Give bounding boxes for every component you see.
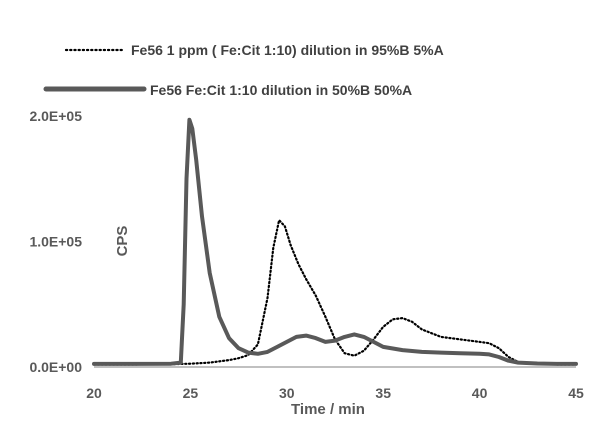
y-tick-label: 1.0E+05 [29,234,82,250]
axes [94,366,576,368]
x-tick-labels: 20 25 30 35 40 45 [86,385,584,401]
legend-label-series-2: Fe56 Fe:Cit 1:10 dilution in 50%B 50%A [150,82,412,98]
y-tick-label: 0.0E+00 [29,359,82,375]
y-axis-title: CPS [114,226,131,257]
x-tick-label: 30 [279,385,295,401]
x-axis-title: Time / min [291,401,365,418]
legend: Fe56 1 ppm ( Fe:Cit 1:10) dilution in 95… [43,42,444,98]
x-tick-label: 20 [86,385,102,401]
x-tick-label: 35 [375,385,391,401]
series-line-solid [92,117,578,366]
x-tick-label: 40 [472,385,488,401]
y-tick-labels: 0.0E+00 1.0E+05 2.0E+05 [29,108,82,375]
series-line-dotted [92,219,578,366]
legend-label-series-1: Fe56 1 ppm ( Fe:Cit 1:10) dilution in 95… [131,42,444,58]
x-tick-label: 45 [568,385,584,401]
plot-series [92,117,578,366]
y-tick-label: 2.0E+05 [29,108,82,124]
x-tick-label: 25 [183,385,199,401]
